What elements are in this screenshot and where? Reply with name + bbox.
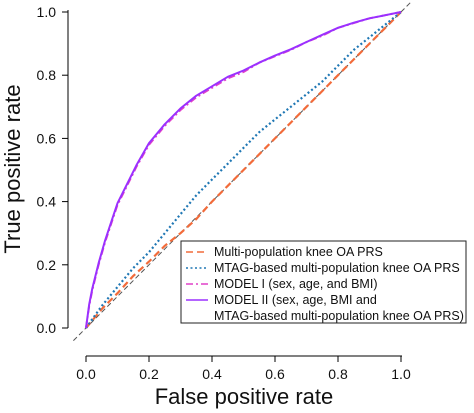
- x-tick-label: 0.0: [76, 366, 96, 382]
- legend-label: MTAG-based multi-population knee OA PRS: [214, 261, 460, 275]
- y-tick-label: 0.4: [37, 194, 57, 210]
- x-tick-label: 0.8: [328, 366, 348, 382]
- x-tick-label: 0.2: [139, 366, 159, 382]
- x-tick-label: 0.4: [202, 366, 222, 382]
- y-tick-label: 0.2: [37, 257, 57, 273]
- legend-items: Multi-population knee OA PRS MTAG-based m…: [186, 245, 464, 323]
- y-tick-label: 0.8: [37, 67, 57, 83]
- legend: Multi-population knee OA PRS MTAG-based m…: [180, 240, 467, 324]
- series-line-1: [85, 11, 402, 329]
- legend-label: MODEL I (sex, age, and BMI): [214, 277, 377, 291]
- axes: [67, 10, 402, 357]
- series-layer: [85, 11, 402, 329]
- legend-box: [180, 240, 467, 324]
- y-tick-label: 0.0: [37, 320, 57, 336]
- x-ticks: 0.0 0.2 0.4 0.6 0.8 1.0: [76, 356, 411, 382]
- legend-label: MODEL II (sex, age, BMI and: [214, 293, 377, 307]
- legend-label: MTAG-based multi-population knee OA PRS): [214, 309, 464, 323]
- y-axis-label: True positive rate: [0, 84, 25, 253]
- x-tick-label: 0.6: [265, 366, 285, 382]
- series-line-4: [85, 11, 402, 329]
- y-tick-label: 1.0: [37, 4, 57, 20]
- series-line-2: [85, 11, 402, 329]
- y-ticks: 0.0 0.2 0.4 0.6 0.8 1.0: [37, 4, 68, 336]
- x-axis-label: False positive rate: [155, 384, 334, 409]
- x-tick-label: 1.0: [391, 366, 411, 382]
- y-tick-label: 0.6: [37, 130, 57, 146]
- legend-label: Multi-population knee OA PRS: [214, 245, 383, 259]
